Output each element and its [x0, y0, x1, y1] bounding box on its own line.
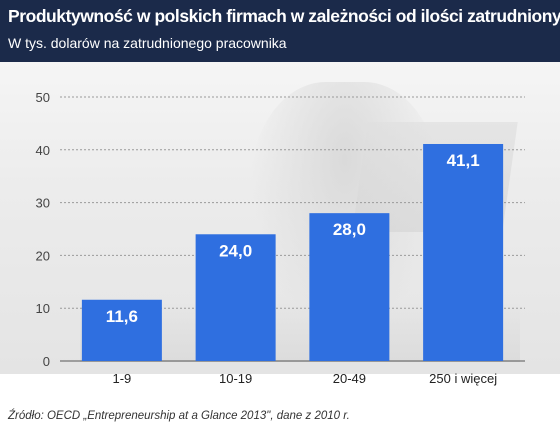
source-note: Źródło: OECD „Entrepreneurship at a Glan…	[8, 410, 350, 422]
bar-1-9	[81, 299, 162, 361]
bars: 11,6 24,0 28,0 41,1	[81, 143, 504, 361]
y-axis-ticks: 0 10 20 30 40 50	[36, 90, 50, 369]
chart-subtitle: W tys. dolarów na zatrudnionego pracowni…	[8, 35, 287, 51]
y-tick-label: 0	[43, 354, 50, 369]
x-axis-categories: 1-9 10-19 20-49 250 i więcej	[112, 371, 497, 386]
y-tick-label: 10	[36, 301, 50, 316]
bar-value-label: 24,0	[219, 241, 252, 260]
y-tick-label: 30	[36, 196, 50, 211]
x-category-label: 1-9	[112, 371, 131, 386]
chart-title: Produktywność w polskich firmach w zależ…	[8, 6, 560, 26]
x-category-label: 250 i więcej	[429, 371, 497, 386]
y-tick-label: 50	[36, 90, 50, 105]
x-category-label: 10-19	[219, 371, 252, 386]
y-tick-label: 40	[36, 143, 50, 158]
bar-20-49	[309, 213, 390, 361]
chart-header: Produktywność w polskich firmach w zależ…	[0, 0, 560, 62]
y-tick-label: 20	[36, 248, 50, 263]
bar-250 i więcej	[423, 143, 504, 361]
bar-value-label: 11,6	[106, 307, 138, 326]
x-category-label: 20-49	[333, 371, 366, 386]
bar-10-19	[195, 234, 276, 361]
bar-value-label: 28,0	[333, 220, 366, 239]
bar-value-label: 41,1	[447, 151, 480, 170]
